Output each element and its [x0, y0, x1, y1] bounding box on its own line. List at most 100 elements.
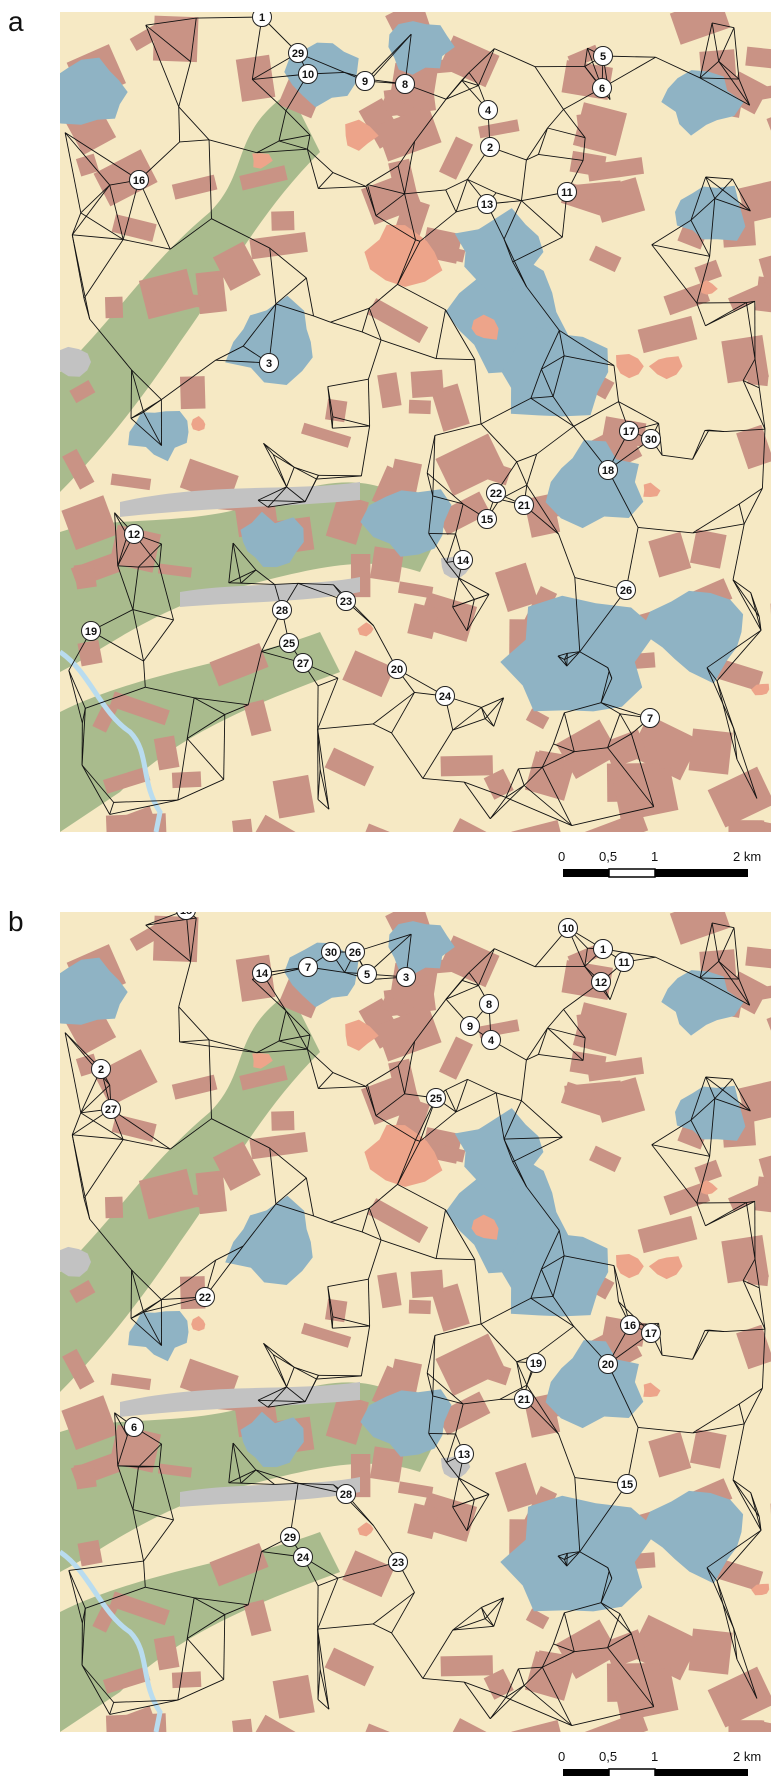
network-link	[367, 339, 382, 380]
site-label: 10	[562, 923, 574, 935]
network-link	[461, 972, 470, 981]
network-link	[255, 1469, 275, 1485]
network-link	[81, 1664, 111, 1715]
field-patch	[367, 298, 429, 344]
field-patch	[407, 603, 440, 640]
network-link	[563, 1009, 586, 1038]
network-link	[613, 1265, 619, 1302]
network-link	[404, 1041, 416, 1094]
site-label: 12	[595, 977, 607, 989]
network-link	[228, 1469, 257, 1484]
network-link	[563, 1612, 575, 1652]
scale-tick-2km-b: 2 km	[733, 1749, 762, 1764]
network-link	[109, 799, 178, 815]
network-link	[732, 579, 760, 617]
urban-patch	[252, 153, 273, 169]
network-link	[716, 680, 735, 729]
network-link	[579, 1551, 609, 1569]
site-label: 11	[618, 957, 630, 969]
site-marker: 16	[620, 1315, 640, 1335]
network-link	[709, 1098, 716, 1157]
site-label: 29	[292, 48, 304, 60]
site-marker: 12	[124, 524, 144, 544]
field-patch	[745, 946, 771, 971]
network-link	[526, 286, 560, 331]
network-link	[467, 178, 497, 194]
field-patch	[102, 766, 151, 794]
network-link	[193, 697, 225, 715]
site-marker-circle	[388, 1552, 408, 1572]
network-link	[521, 159, 527, 201]
field-patch	[73, 1462, 97, 1490]
site-marker-circle	[81, 621, 101, 641]
network-link	[732, 1423, 745, 1480]
site-label: 4	[488, 1035, 495, 1047]
network-link	[496, 192, 522, 202]
field-patch	[375, 106, 442, 162]
network-link	[72, 234, 124, 240]
network-link	[542, 751, 575, 768]
network-link	[716, 1580, 738, 1660]
site-label: 4	[485, 105, 492, 117]
network-link	[517, 1668, 525, 1686]
network-link	[521, 200, 563, 238]
network-link	[273, 1354, 295, 1368]
network-link	[692, 1403, 740, 1434]
network-link	[480, 707, 486, 719]
network-link	[743, 488, 763, 525]
network-link	[360, 425, 371, 476]
urban-patch	[699, 280, 718, 295]
network-link	[317, 677, 339, 687]
network-link	[317, 1628, 330, 1710]
network-link	[263, 443, 274, 455]
network-link	[526, 1186, 560, 1231]
field-patch	[721, 1235, 769, 1284]
network-link	[579, 1483, 628, 1552]
network-link	[71, 234, 85, 299]
network-link	[71, 184, 111, 236]
network-link	[601, 56, 656, 89]
field-patch	[342, 1550, 395, 1598]
network-link	[426, 472, 434, 497]
water-patch	[454, 208, 544, 293]
network-link	[415, 239, 421, 242]
network-link	[468, 972, 479, 986]
site-marker-circle	[592, 78, 612, 98]
network-link	[557, 652, 568, 657]
site-marker: 28	[336, 1484, 356, 1504]
site-marker: 6	[124, 1417, 144, 1437]
network-link	[455, 1079, 468, 1113]
network-link	[161, 1259, 216, 1300]
network-link	[692, 430, 706, 460]
network-link	[480, 397, 532, 425]
network-link	[547, 109, 564, 129]
site-label: 5	[364, 969, 370, 981]
field-patch	[440, 755, 494, 777]
water-patch	[240, 1411, 304, 1468]
network-link	[194, 697, 249, 706]
field-patch	[694, 1159, 722, 1185]
map-panel-a: 1 2 3 4 5 6 7 8 9 10 11 12 13 14 15 16 17 18 19 20 21 22 23 24 2…	[45, 0, 771, 883]
field-patch	[325, 398, 348, 423]
site-label: 26	[620, 585, 632, 597]
network-link	[754, 1259, 760, 1288]
field-patch	[157, 1463, 193, 1478]
network-link	[445, 1078, 468, 1091]
network-link	[113, 1699, 178, 1703]
network-link	[256, 148, 308, 154]
network-link	[204, 1245, 244, 1298]
site-label: 3	[266, 358, 272, 370]
network-link	[458, 577, 475, 600]
network-link	[743, 1388, 763, 1425]
network-link	[613, 365, 619, 402]
network-link	[690, 198, 716, 221]
field-patch	[110, 473, 152, 491]
network-link	[552, 1296, 575, 1327]
network-link	[742, 1280, 766, 1330]
network-link	[574, 1647, 608, 1653]
network-link	[109, 1702, 115, 1715]
network-link	[455, 179, 468, 213]
network-link	[536, 1325, 575, 1355]
field-patch	[195, 270, 227, 315]
network-link	[240, 1469, 257, 1484]
